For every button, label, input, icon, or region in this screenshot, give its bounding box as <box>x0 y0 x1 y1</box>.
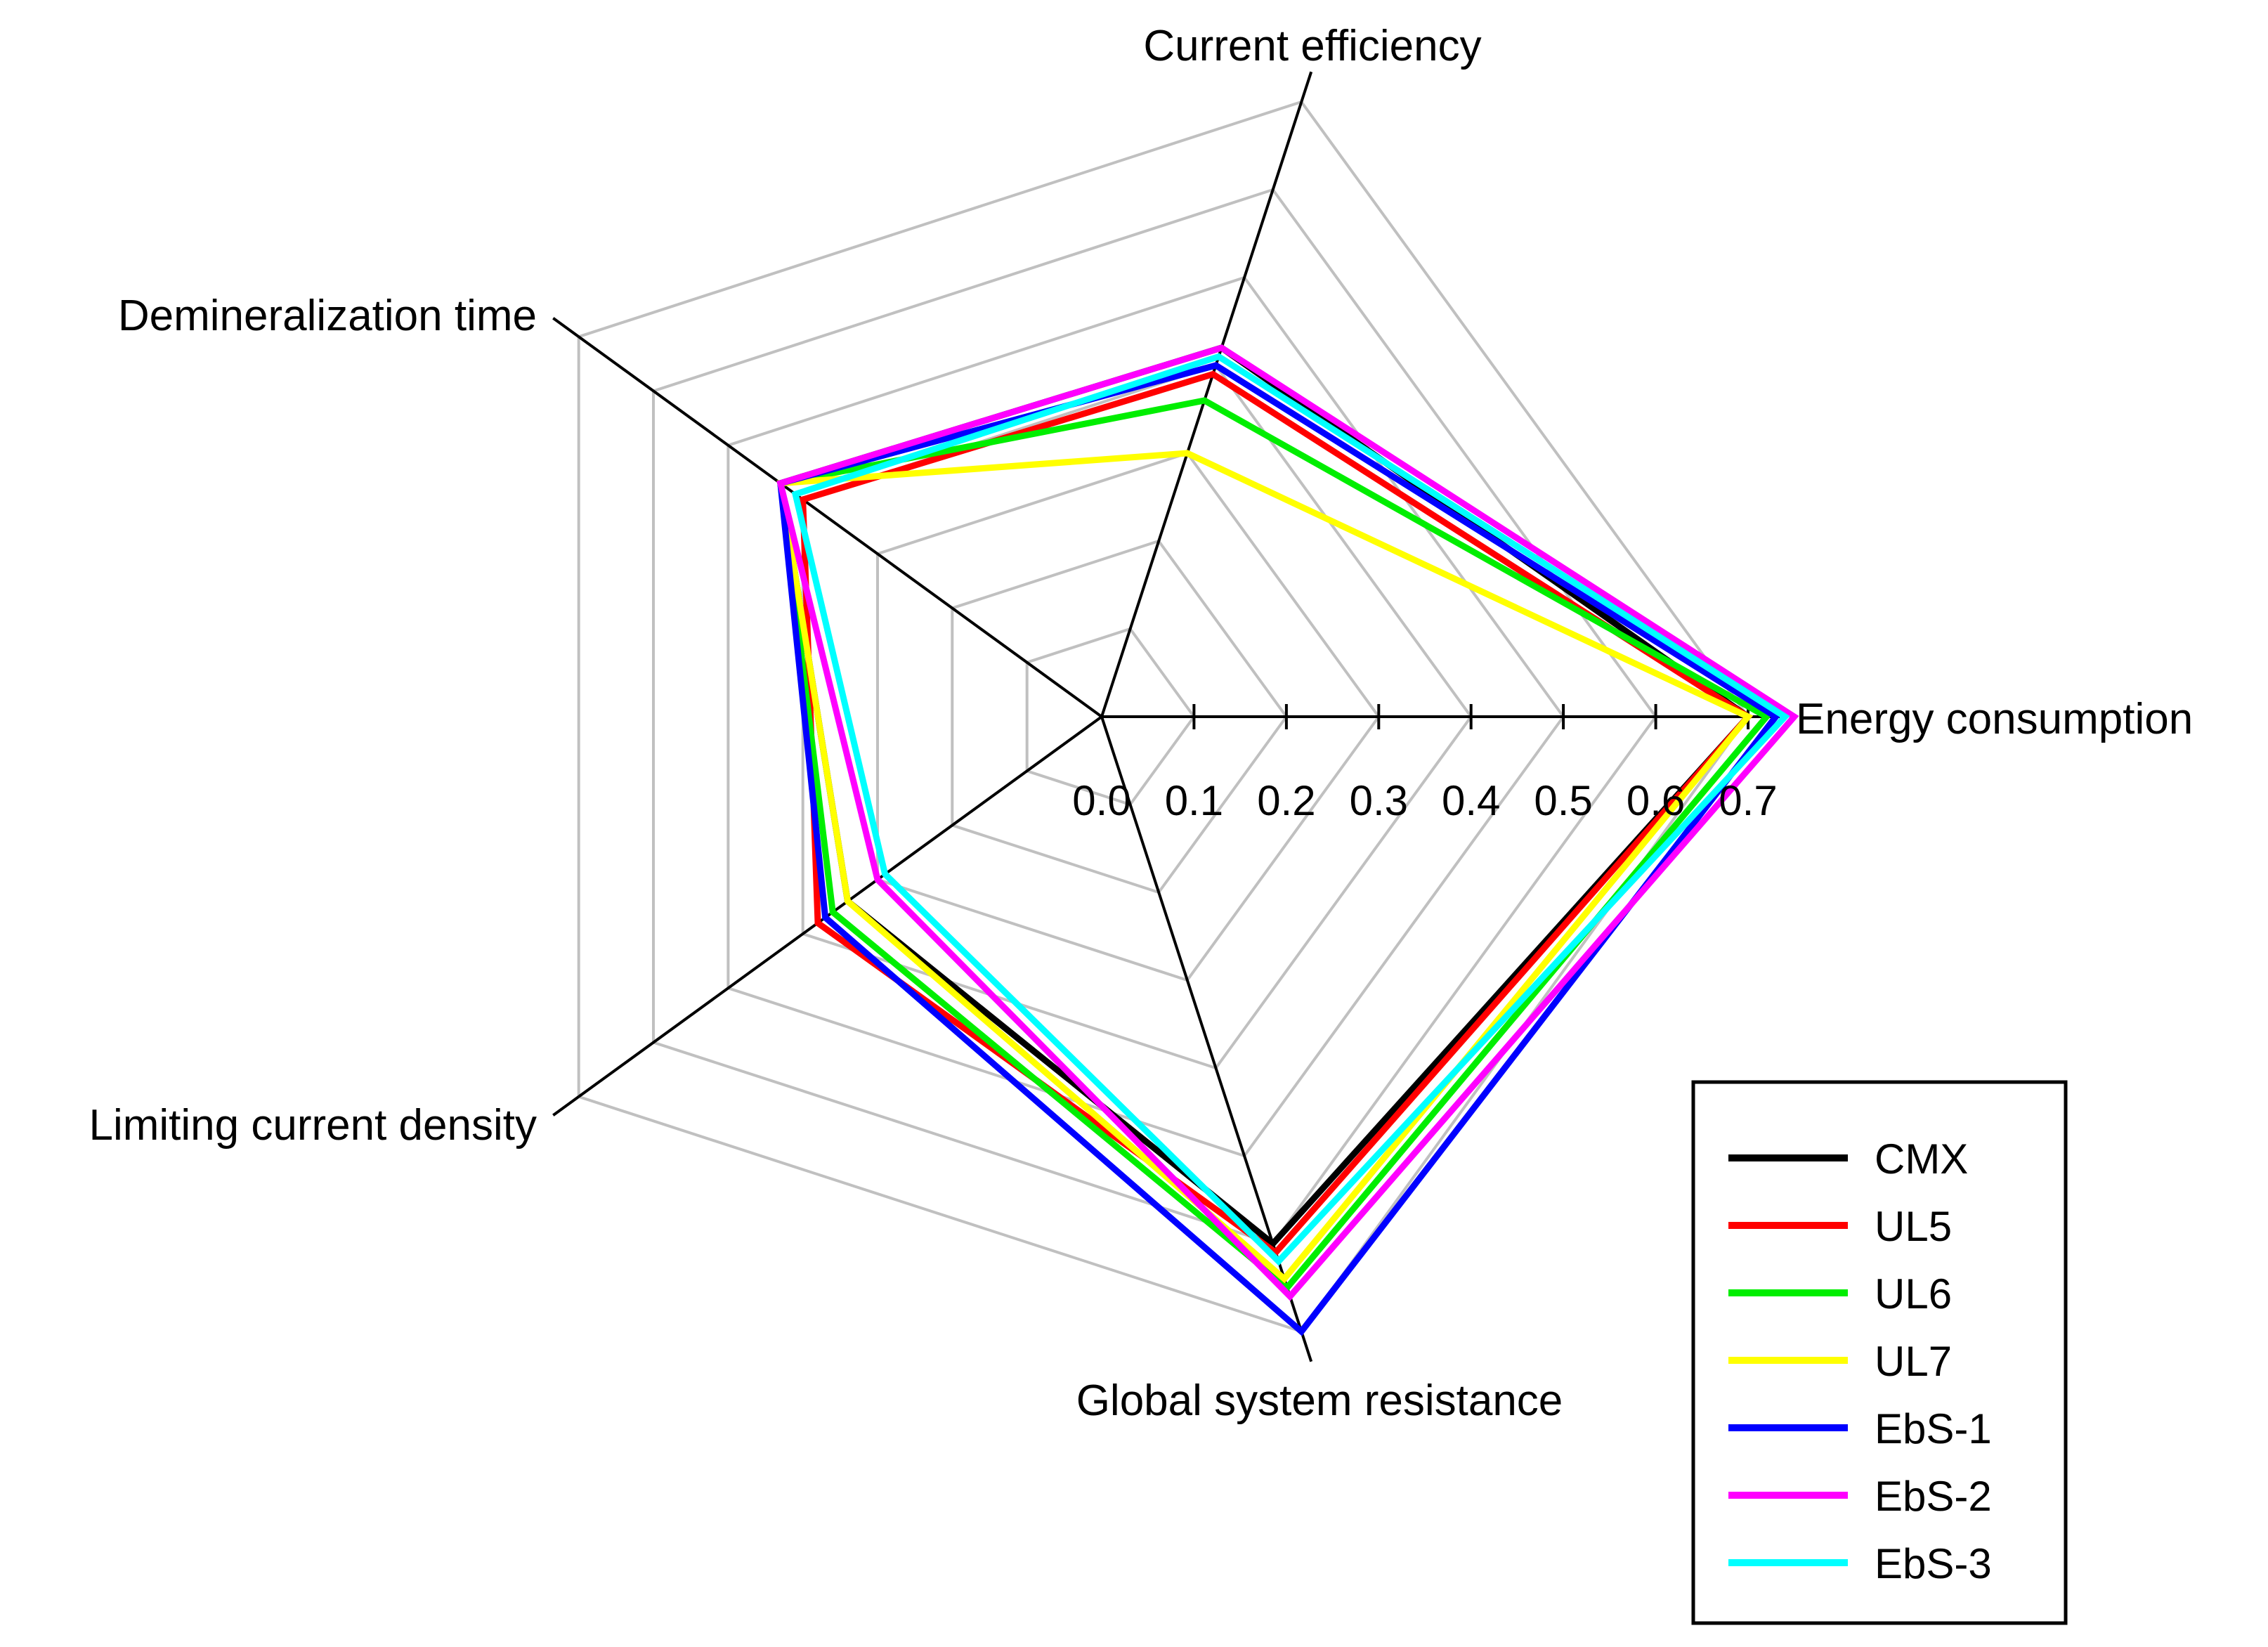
axis-label-energy-consumption: Energy consumption <box>1796 695 2193 743</box>
axis-line-demineralization-time <box>578 335 1103 718</box>
tick-label: 0.2 <box>1257 777 1315 824</box>
legend-label-ul6: UL6 <box>1875 1270 1952 1317</box>
tick-label: 0.4 <box>1442 777 1500 824</box>
radial-tick-labels: 0.0 0.1 0.2 0.3 0.4 0.5 0.6 0.7 <box>1072 777 1777 824</box>
axis-label-current-efficiency: Current efficiency <box>1143 22 1481 70</box>
axis-end-tick-global-system-resistance <box>1300 1331 1313 1362</box>
legend-label-ul7: UL7 <box>1875 1338 1952 1385</box>
axis-end-tick-demineralization-time <box>552 317 580 338</box>
axis-line-global-system-resistance <box>1100 716 1303 1332</box>
series-ul6 <box>776 397 1772 1292</box>
legend-label-ul5: UL5 <box>1875 1203 1952 1250</box>
tick-label: 0.7 <box>1719 777 1777 824</box>
legend-label-ebs-2: EbS-2 <box>1875 1473 1992 1520</box>
axis-label-demineralization-time: Demineralization time <box>118 292 537 340</box>
legend-label-ebs-1: EbS-1 <box>1875 1405 1992 1452</box>
tick-label: 0.0 <box>1072 777 1130 824</box>
radar-axes <box>552 71 1780 1362</box>
grid-ring-6 <box>652 188 1658 1246</box>
legend-box <box>1691 1080 2068 1625</box>
tick-label: 0.3 <box>1350 777 1408 824</box>
tick-label: 0.6 <box>1627 777 1685 824</box>
series-ebs-2 <box>776 344 1799 1301</box>
legend-label-ebs-3: EbS-3 <box>1875 1540 1992 1587</box>
grid-ring-7 <box>577 100 1750 1334</box>
axis-labels: Energy consumption Current efficiency Demi… <box>89 22 2194 1425</box>
legend-label-cmx: CMX <box>1875 1135 1968 1183</box>
axis-end-tick-current-efficiency <box>1300 71 1313 103</box>
radar-series <box>776 344 1799 1336</box>
series-ul7 <box>776 450 1754 1284</box>
axis-end-tick-limiting-current-density <box>552 1095 580 1117</box>
tick-label: 0.5 <box>1534 777 1592 824</box>
grid-ring-1 <box>1025 627 1196 807</box>
tick-label: 0.1 <box>1165 777 1223 824</box>
axis-line-current-efficiency <box>1100 101 1303 717</box>
axis-line-limiting-current-density <box>578 715 1103 1098</box>
grid-ring-5 <box>726 275 1565 1158</box>
axis-label-global-system-resistance: Global system resistance <box>1076 1376 1563 1425</box>
grid-ring-3 <box>876 451 1381 982</box>
radar-grid <box>577 100 1750 1334</box>
legend: CMX UL5 UL6 UL7 EbS-1 EbS-2 EbS-3 <box>1691 1080 2068 1625</box>
series-ebs-3 <box>791 353 1790 1266</box>
grid-ring-2 <box>951 539 1289 894</box>
axis-label-limiting-current-density: Limiting current density <box>89 1101 537 1150</box>
series-ebs-1 <box>776 362 1780 1336</box>
